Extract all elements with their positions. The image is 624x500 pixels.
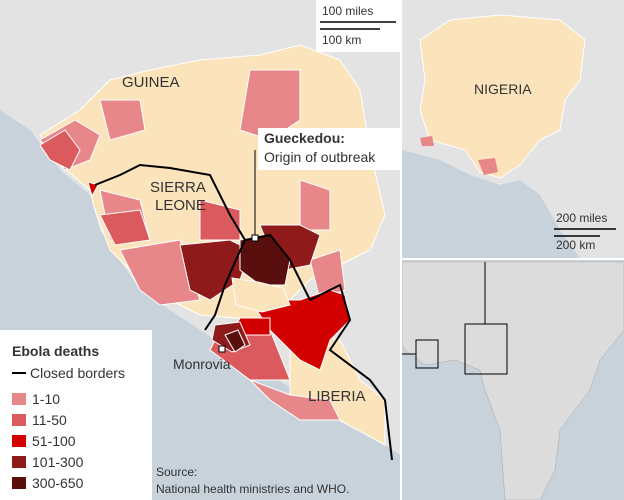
scale-label: 100 km (322, 33, 361, 47)
legend-swatch (12, 393, 26, 405)
region (231, 277, 291, 313)
nigeria (419, 14, 586, 179)
inset-frame (464, 323, 508, 375)
legend-label: 1-10 (32, 391, 60, 407)
region (99, 99, 146, 141)
closed-border (94, 163, 393, 461)
region (39, 129, 81, 171)
country-label: LEONE (155, 197, 206, 214)
legend-border-label: Closed borders (30, 365, 125, 381)
legend-label: 11-50 (32, 412, 67, 428)
region (99, 209, 151, 246)
region (249, 289, 351, 371)
africa (401, 261, 624, 500)
scale-label: 200 miles (556, 211, 607, 225)
city-marker (218, 345, 226, 353)
scale-label: 100 miles (322, 4, 373, 18)
legend-swatch (12, 435, 26, 447)
region (299, 179, 331, 231)
region (224, 329, 246, 353)
nigeria-region (420, 136, 434, 146)
callout-title: Gueckedou: (264, 130, 345, 146)
callout-marker (251, 234, 259, 242)
legend-swatch (12, 414, 26, 426)
callout-box (258, 128, 400, 170)
city-label: Monrovia (173, 356, 231, 372)
callout-text: Origin of outbreak (264, 149, 376, 165)
legend-swatch (12, 477, 26, 489)
nigeria-region (478, 158, 498, 175)
country-label: NIGERIA (474, 81, 532, 97)
country-label: GUINEA (122, 74, 180, 91)
inset-sea (402, 150, 580, 258)
country-label: LIBERIA (308, 388, 366, 405)
country-label: SIERRA (150, 179, 206, 196)
legend-label: 300-650 (32, 475, 84, 491)
legend-label: 101-300 (32, 454, 84, 470)
region (119, 239, 201, 306)
source-label: Source: (156, 465, 197, 479)
source-text: National health ministries and WHO. (156, 482, 349, 496)
scale-label: 200 km (556, 238, 595, 252)
legend-title: Ebola deaths (12, 343, 99, 359)
legend-label: 51-100 (32, 433, 76, 449)
scale-box (316, 0, 400, 52)
region (249, 379, 341, 421)
legend-swatch (12, 456, 26, 468)
